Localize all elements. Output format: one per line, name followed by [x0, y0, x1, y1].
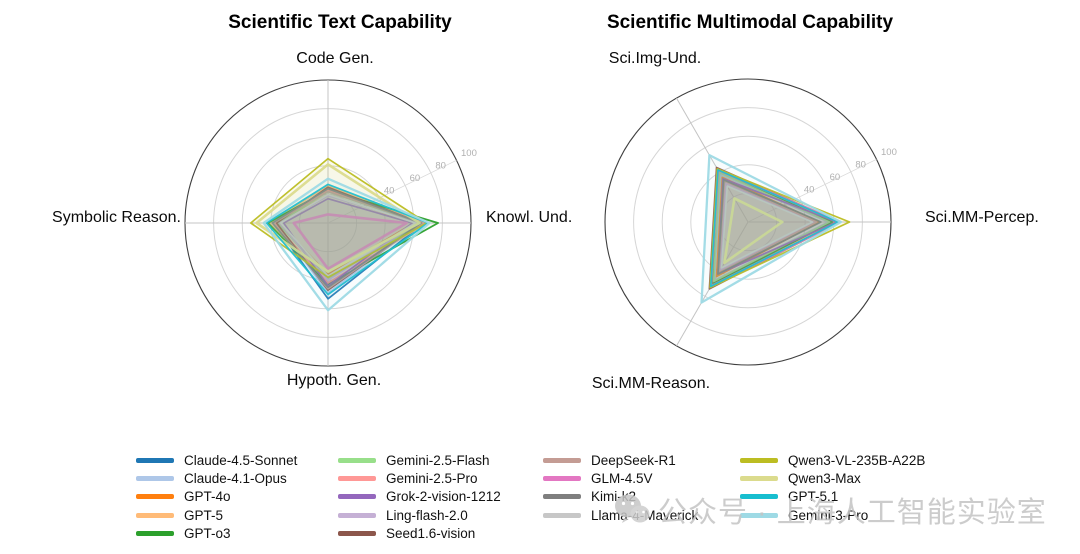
radial-tick-label: 80: [855, 160, 866, 171]
legend-item: DeepSeek-R1: [543, 451, 698, 469]
legend-item: Gemini-3-Pro: [740, 506, 925, 524]
radial-tick-label: 40: [804, 185, 815, 196]
radial-tick-label: 80: [435, 161, 446, 172]
legend-column: Gemini-2.5-Flash Gemini-2.5-Pro Grok-2-vis…: [338, 451, 501, 543]
series-Gemini-2.5-Flash: [712, 171, 831, 283]
axis-label-sci-mm-percep: Sci.MM-Percep.: [925, 209, 1039, 226]
legend-item: Ling-flash-2.0: [338, 506, 501, 524]
legend-swatch: [136, 512, 174, 518]
legend-label: Grok-2-vision-1212: [386, 489, 501, 505]
axis-label-symbolic-reason: Symbolic Reason.: [52, 209, 181, 226]
legend-label: Gemini-2.5-Flash: [386, 452, 490, 468]
legend-item: GPT-o3: [136, 525, 297, 543]
legend-column: Claude-4.5-Sonnet Claude-4.1-Opus GPT-4o GP…: [136, 451, 297, 543]
radial-tick-label: 60: [830, 172, 841, 183]
legend-label: Gemini-2.5-Pro: [386, 471, 478, 487]
legend-label: Claude-4.5-Sonnet: [184, 452, 298, 468]
series-Gemini-3-Pro: [700, 153, 843, 304]
legend-swatch: [136, 494, 174, 500]
legend: Claude-4.5-Sonnet Claude-4.1-Opus GPT-4o GP…: [0, 451, 1080, 551]
series-GPT-5.1: [265, 183, 429, 296]
axis-label-knowl-und: Knowl. Und.: [486, 209, 573, 226]
legend-swatch: [543, 512, 581, 518]
series-Qwen3-Max: [255, 163, 421, 273]
radial-tick-label: 60: [410, 173, 421, 184]
legend-item: Qwen3-VL-235B-A22B: [740, 451, 925, 469]
legend-label: GPT-o3: [184, 526, 231, 542]
legend-label: Seed1.6-vision: [386, 526, 476, 542]
series-GLM-4.5V: [292, 213, 408, 271]
legend-swatch: [740, 494, 778, 500]
legend-item: Claude-4.1-Opus: [136, 469, 297, 487]
legend-swatch: [543, 457, 581, 463]
legend-label: DeepSeek-R1: [591, 452, 676, 468]
axis-label-code-gen: Code Gen.: [296, 50, 374, 67]
legend-label: GPT-4o: [184, 489, 231, 505]
legend-item: Qwen3-Max: [740, 469, 925, 487]
axis-label-sci-img-und: Sci.Img-Und.: [608, 50, 702, 67]
legend-swatch: [740, 476, 778, 482]
legend-swatch: [136, 457, 174, 463]
legend-swatch: [136, 476, 174, 482]
legend-label: Ling-flash-2.0: [386, 507, 468, 523]
legend-label: GPT-5.1: [788, 489, 839, 505]
axis-label-sci-mm-reason: Sci.MM-Reason.: [591, 375, 711, 392]
legend-swatch: [338, 512, 376, 518]
legend-item: Kimi-k2: [543, 488, 698, 506]
legend-item: GPT-5.1: [740, 488, 925, 506]
legend-item: GPT-4o: [136, 488, 297, 506]
legend-label: Qwen3-VL-235B-A22B: [788, 452, 926, 468]
legend-item: GLM-4.5V: [543, 469, 698, 487]
legend-swatch: [338, 531, 376, 537]
legend-item: Gemini-2.5-Flash: [338, 451, 501, 469]
legend-column: DeepSeek-R1 GLM-4.5V Kimi-k2 Llama-4-Maveri…: [543, 451, 698, 525]
legend-swatch: [338, 457, 376, 463]
chart-title-multimodal-capability: Scientific Multimodal Capability: [606, 12, 894, 33]
legend-item: Gemini-2.5-Pro: [338, 469, 501, 487]
series-GPT-5.1: [709, 169, 839, 288]
legend-label: Qwen3-Max: [788, 471, 861, 487]
radial-tick-label: 40: [384, 186, 395, 197]
legend-item: GPT-5: [136, 506, 297, 524]
legend-label: GPT-5: [184, 507, 224, 523]
legend-item: Seed1.6-vision: [338, 525, 501, 543]
series-Llama-4-Maverick: [279, 193, 417, 277]
legend-swatch: [543, 494, 581, 500]
legend-label: Claude-4.1-Opus: [184, 471, 287, 487]
legend-label: Gemini-3-Pro: [788, 507, 869, 523]
radial-tick-label: 100: [461, 148, 477, 159]
legend-item: Llama-4-Maverick: [543, 506, 698, 524]
legend-swatch: [543, 476, 581, 482]
legend-swatch: [136, 531, 174, 537]
series-Qwen3-Max: [723, 197, 784, 265]
series-Gemini-3-Pro: [262, 177, 431, 312]
legend-swatch: [740, 512, 778, 518]
legend-column: Qwen3-VL-235B-A22B Qwen3-Max GPT-5.1 Gemini…: [740, 451, 925, 525]
legend-item: Grok-2-vision-1212: [338, 488, 501, 506]
legend-swatch: [338, 494, 376, 500]
radial-tick-label: 100: [881, 147, 897, 158]
legend-label: GLM-4.5V: [591, 471, 653, 487]
chart-title-text-capability: Scientific Text Capability: [228, 12, 452, 33]
legend-swatch: [338, 476, 376, 482]
legend-label: Llama-4-Maverick: [591, 507, 699, 523]
legend-label: Kimi-k2: [591, 489, 637, 505]
legend-swatch: [740, 457, 778, 463]
axis-label-hypoth-gen: Hypoth. Gen.: [286, 372, 382, 389]
legend-item: Claude-4.5-Sonnet: [136, 451, 297, 469]
